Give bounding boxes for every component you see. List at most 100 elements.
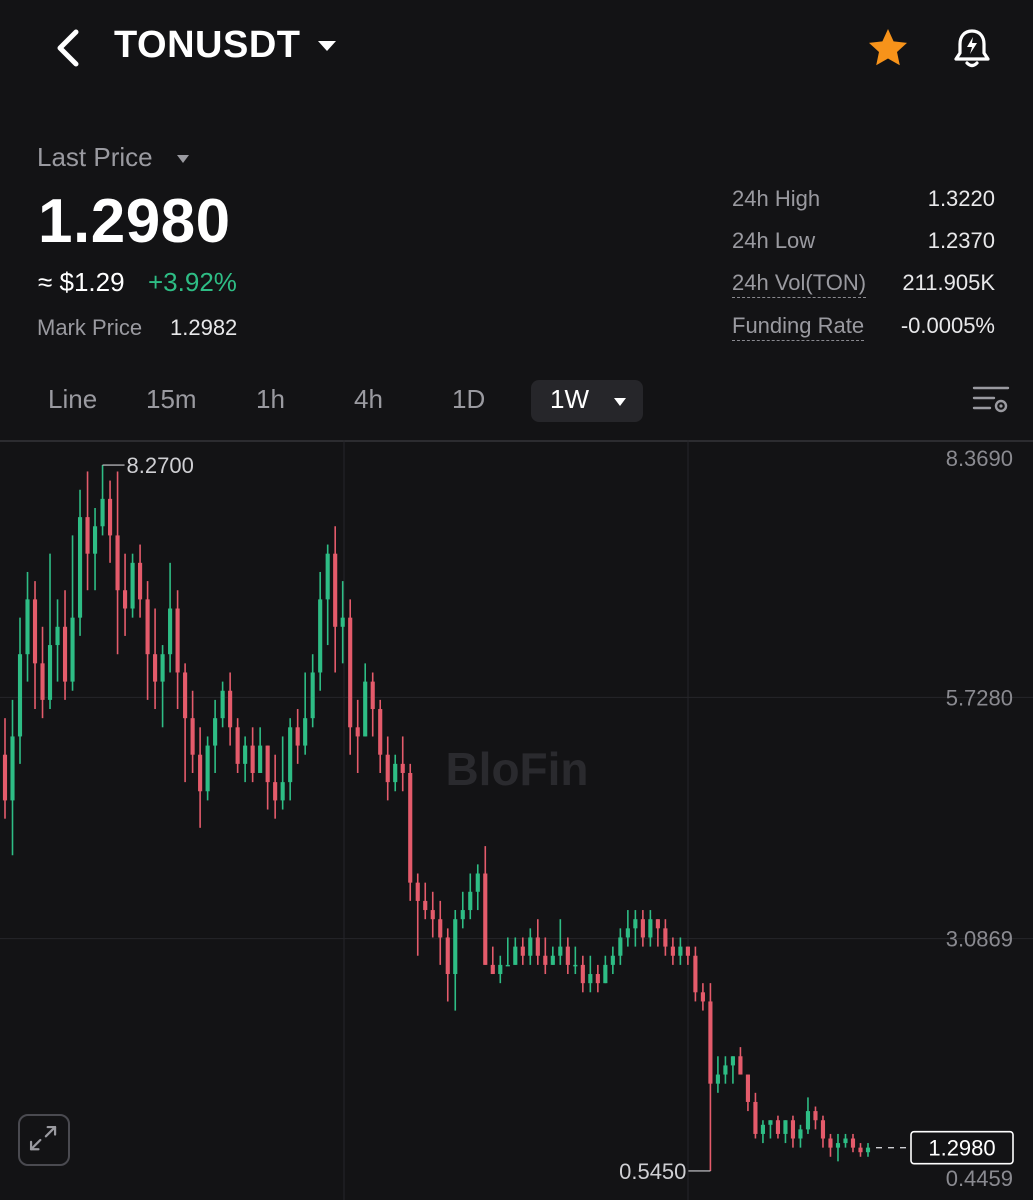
candle-body: [438, 919, 443, 938]
candle-body: [340, 617, 345, 627]
candle-body: [505, 964, 510, 967]
candle-body: [783, 1120, 788, 1134]
candle-body: [565, 946, 570, 965]
tab-1h[interactable]: 1h: [256, 384, 285, 414]
trading-pair-title[interactable]: TONUSDT: [114, 24, 301, 66]
chart-settings-icon[interactable]: [972, 384, 1010, 416]
y-axis-tick-label: 5.7280: [946, 685, 1013, 710]
stat-24h-high-value: 1.3220: [927, 186, 995, 211]
candle-body: [213, 718, 218, 746]
candle-body: [618, 937, 623, 956]
candle-body: [760, 1124, 766, 1134]
fullscreen-button[interactable]: [18, 1114, 70, 1166]
candle-body: [273, 782, 278, 801]
candle-body: [723, 1065, 728, 1075]
candle-body: [393, 763, 398, 783]
candle-body: [648, 919, 653, 938]
candle-body: [805, 1111, 811, 1130]
candle-body: [655, 919, 660, 929]
candle-body: [528, 937, 533, 956]
candle-body: [228, 690, 233, 728]
candle-body: [355, 727, 360, 737]
candle-body: [865, 1147, 871, 1153]
stat-funding-rate-label[interactable]: Funding Rate: [732, 313, 865, 341]
candle-body: [423, 900, 428, 911]
candle-body: [535, 937, 540, 956]
last-price-label[interactable]: Last Price: [37, 142, 153, 172]
tab-1d[interactable]: 1D: [452, 384, 486, 414]
candle-body: [708, 1001, 713, 1084]
candle-body: [220, 690, 225, 719]
candle-body: [55, 626, 60, 646]
expand-icon: [29, 1125, 57, 1151]
candle-body: [550, 955, 555, 965]
last-price-value: 1.2980: [38, 187, 231, 256]
candle-body: [92, 526, 98, 554]
candle-body: [138, 562, 143, 600]
price-change-percent: +3.92%: [148, 267, 237, 297]
candle-body: [123, 590, 128, 609]
candle-body: [295, 727, 300, 746]
stat-funding-rate-value: -0.0005%: [900, 313, 995, 338]
candle-body: [175, 608, 180, 673]
candle-body: [17, 654, 23, 737]
candle-body: [685, 946, 690, 956]
candle-body: [235, 727, 240, 764]
back-arrow-icon[interactable]: [48, 26, 88, 70]
current-price-label: 1.2980: [928, 1136, 995, 1161]
candle-body: [160, 654, 165, 682]
tab-4h[interactable]: 4h: [354, 384, 383, 414]
candle-body: [243, 745, 248, 764]
candle-body: [663, 928, 668, 947]
candlestick-chart[interactable]: BloFin 8.3690 5.7280 3.0869 0.4459 8.2700 0.54…: [0, 440, 1033, 1200]
candle-body: [835, 1143, 841, 1148]
candle-body: [595, 974, 600, 984]
candle-body: [40, 663, 45, 700]
candle-body: [828, 1138, 833, 1148]
candle-body: [25, 599, 30, 655]
candle-body: [513, 946, 518, 965]
candle-body: [580, 964, 585, 984]
watermark-logo: BloFin: [445, 743, 588, 795]
candle-body: [700, 992, 705, 1002]
candle-body: [445, 937, 450, 975]
candle-body: [775, 1120, 781, 1134]
candle-body: [325, 553, 330, 600]
candle-body: [850, 1138, 856, 1148]
candle-body: [77, 517, 83, 618]
stat-24h-volume-label[interactable]: 24h Vol(TON): [732, 270, 867, 298]
candle-body: [813, 1111, 818, 1121]
candle-body: [32, 599, 38, 664]
candle-body: [640, 919, 645, 938]
candle-body: [678, 946, 683, 956]
tab-15m[interactable]: 15m: [146, 384, 197, 414]
candle-body: [265, 745, 270, 783]
candle-body: [47, 645, 53, 700]
alert-bell-icon[interactable]: [950, 26, 994, 70]
candle-body: [2, 754, 8, 801]
candle-body: [363, 681, 368, 737]
chevron-down-icon[interactable]: [176, 154, 190, 164]
candle-body: [483, 873, 488, 965]
chevron-down-icon[interactable]: [316, 38, 338, 54]
mark-price-label: Mark Price: [37, 315, 143, 340]
candle-body: [468, 891, 473, 911]
candle-body: [753, 1101, 758, 1134]
candle-body: [543, 955, 548, 965]
candle-body: [288, 727, 293, 783]
candle-body: [430, 910, 435, 920]
star-icon[interactable]: [866, 26, 910, 70]
candle-body: [475, 873, 480, 892]
candle-body: [603, 964, 608, 984]
stat-24h-volume-value: 211.905K: [902, 270, 995, 295]
chevron-down-icon[interactable]: [613, 397, 627, 407]
mark-price-value: 1.2982: [170, 315, 238, 340]
candle-body: [280, 782, 285, 801]
tab-1w-active[interactable]: [531, 380, 643, 422]
tab-1w-label[interactable]: 1W: [550, 384, 589, 414]
candle-body: [588, 974, 593, 984]
tab-line[interactable]: Line: [48, 384, 98, 414]
y-axis-tick-label: 8.3690: [946, 446, 1013, 471]
candle-body: [730, 1056, 735, 1066]
candle-body: [798, 1129, 803, 1139]
